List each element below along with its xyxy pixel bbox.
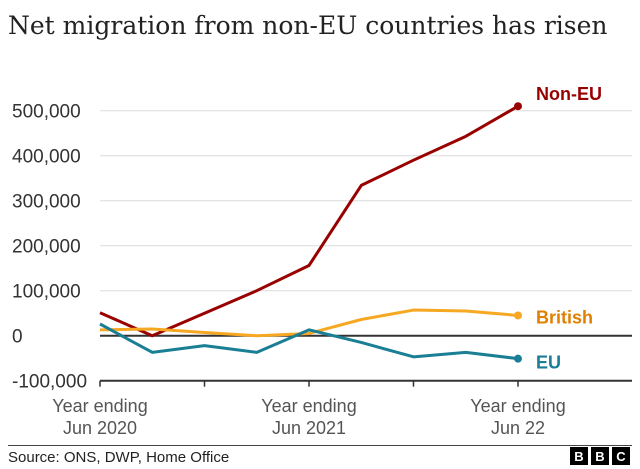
x-tick-label: Year ending [261,396,356,416]
y-tick-label: 200,000 [12,237,81,258]
end-point [514,311,522,320]
series-line-non-eu [99,104,519,338]
chart-title: Net migration from non-EU countries has … [8,11,608,40]
y-tick-label: 100,000 [12,282,81,303]
x-tick-label: Jun 22 [491,418,545,438]
series-label: EU [536,353,561,373]
x-tick-label: Year ending [470,396,565,416]
series-line-eu [99,322,519,361]
x-tick-label: Jun 2021 [272,418,346,438]
x-tick-label: Year ending [52,396,147,416]
y-tick-label: 300,000 [12,192,81,213]
line-chart: 500,000 400,000 300,000 200,000 100,000 0 -100… [12,84,632,438]
y-tick-label: 0 [12,327,23,348]
series-label: British [536,307,593,327]
divider [8,445,632,446]
x-tick-label: Jun 2020 [63,418,137,438]
end-point [514,102,522,111]
series-line-british [99,308,519,338]
y-tick-label: 400,000 [12,147,81,168]
source-note: Source: ONS, DWP, Home Office [8,449,230,466]
series-label: Non-EU [536,84,602,104]
y-tick-label: 500,000 [12,102,81,123]
y-tick-label: -100,000 [12,372,87,393]
end-point [514,354,522,363]
